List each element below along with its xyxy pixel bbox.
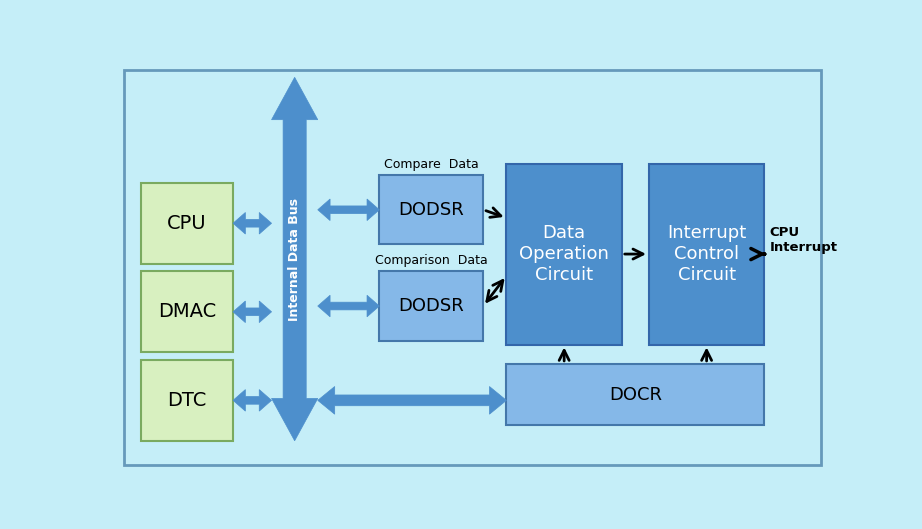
Bar <box>141 360 233 441</box>
Bar <box>141 183 233 263</box>
Text: DODSR: DODSR <box>398 297 464 315</box>
Bar <box>506 163 622 344</box>
Text: DMAC: DMAC <box>158 302 216 321</box>
Text: DOCR: DOCR <box>609 386 662 404</box>
Polygon shape <box>318 387 506 414</box>
Bar <box>379 271 483 341</box>
Text: CPU
Interrupt: CPU Interrupt <box>770 226 838 254</box>
Bar <box>506 364 764 425</box>
Text: Internal Data Bus: Internal Data Bus <box>289 197 301 321</box>
Text: Compare  Data: Compare Data <box>384 158 479 170</box>
Polygon shape <box>233 213 272 234</box>
Bar <box>141 271 233 352</box>
Polygon shape <box>318 199 379 221</box>
Text: CPU: CPU <box>167 214 207 233</box>
Text: Interrupt
Control
Circuit: Interrupt Control Circuit <box>667 224 746 284</box>
Bar <box>379 175 483 244</box>
Polygon shape <box>233 301 272 323</box>
Polygon shape <box>233 389 272 411</box>
Polygon shape <box>318 295 379 317</box>
Text: DODSR: DODSR <box>398 201 464 219</box>
Text: DTC: DTC <box>167 391 207 410</box>
Bar <box>649 163 764 344</box>
Text: Comparison  Data: Comparison Data <box>375 254 488 267</box>
Text: Data
Operation
Circuit: Data Operation Circuit <box>519 224 609 284</box>
Polygon shape <box>272 77 318 441</box>
